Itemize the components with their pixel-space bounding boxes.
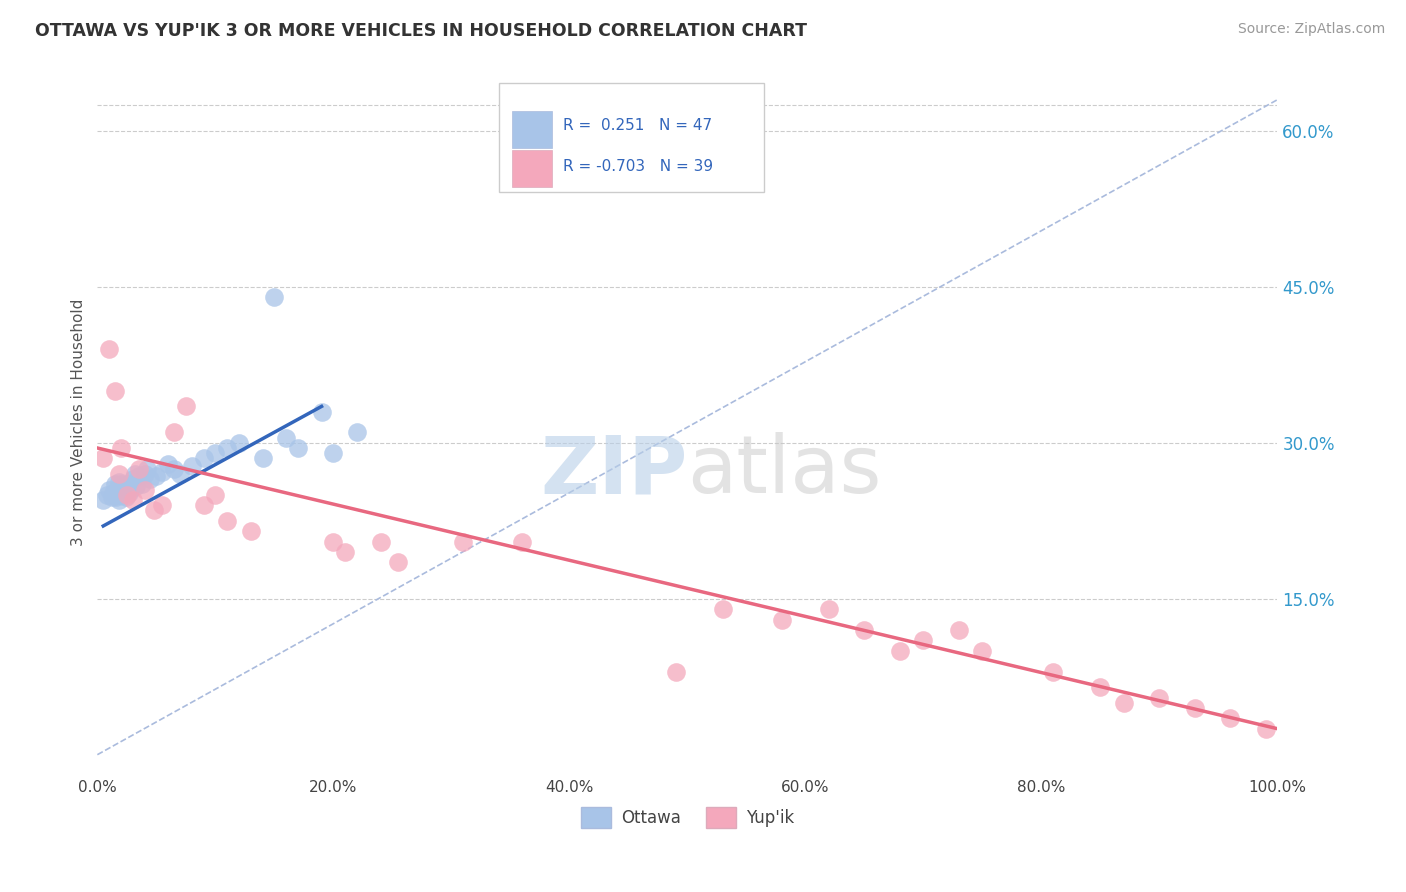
Text: atlas: atlas [688, 433, 882, 510]
Point [322, 534, 344, 549]
Point [157, 457, 180, 471]
Point [889, 644, 911, 658]
Point [139, 472, 162, 486]
Point [110, 483, 132, 497]
Text: OTTAWA VS YUP'IK 3 OR MORE VEHICLES IN HOUSEHOLD CORRELATION CHART: OTTAWA VS YUP'IK 3 OR MORE VEHICLES IN H… [35, 22, 807, 40]
Point [228, 435, 250, 450]
Point [1219, 711, 1241, 725]
Point [107, 475, 129, 490]
Point [108, 488, 131, 502]
Point [110, 477, 132, 491]
Point [1254, 722, 1277, 736]
Point [112, 485, 135, 500]
Point [124, 467, 146, 481]
Point [110, 441, 132, 455]
Point [346, 425, 368, 440]
Point [311, 404, 333, 418]
Point [115, 488, 138, 502]
Point [370, 534, 392, 549]
Point [163, 425, 186, 440]
Point [128, 469, 150, 483]
Point [163, 462, 186, 476]
Point [333, 545, 356, 559]
Point [107, 493, 129, 508]
Point [150, 465, 173, 479]
Point [853, 623, 876, 637]
Point [948, 623, 970, 637]
Text: ZIP: ZIP [540, 433, 688, 510]
Point [104, 488, 127, 502]
Text: R = -0.703   N = 39: R = -0.703 N = 39 [564, 159, 714, 174]
Point [125, 479, 148, 493]
Point [1112, 696, 1135, 710]
Point [145, 469, 167, 483]
Point [96, 488, 118, 502]
Point [276, 431, 298, 445]
Point [239, 524, 262, 538]
Text: R =  0.251   N = 47: R = 0.251 N = 47 [564, 118, 713, 133]
Point [98, 483, 121, 497]
Point [217, 441, 239, 455]
Point [204, 488, 226, 502]
Point [217, 514, 239, 528]
Point [120, 483, 142, 497]
Point [1090, 680, 1112, 694]
Point [1042, 665, 1064, 679]
Point [121, 493, 143, 508]
Point [204, 446, 226, 460]
Point [131, 477, 153, 491]
Point [100, 490, 122, 504]
Point [91, 451, 114, 466]
Point [134, 467, 156, 481]
FancyBboxPatch shape [512, 111, 551, 148]
Point [115, 483, 138, 497]
Point [114, 479, 136, 493]
Point [121, 472, 143, 486]
Point [104, 384, 127, 398]
Point [128, 462, 150, 476]
Point [150, 498, 173, 512]
FancyBboxPatch shape [499, 83, 763, 193]
Point [287, 441, 309, 455]
Point [912, 633, 935, 648]
Point [322, 446, 344, 460]
Point [101, 485, 124, 500]
Point [451, 534, 474, 549]
Point [972, 644, 994, 658]
Point [263, 290, 285, 304]
Point [91, 493, 114, 508]
Point [1149, 690, 1171, 705]
Point [114, 490, 136, 504]
Point [169, 467, 191, 481]
Point [180, 458, 202, 473]
Point [193, 451, 215, 466]
Point [664, 665, 686, 679]
Point [770, 613, 793, 627]
Point [105, 490, 128, 504]
Point [1184, 701, 1206, 715]
Point [104, 477, 127, 491]
Point [117, 477, 139, 491]
Point [135, 462, 157, 476]
Legend: Ottawa, Yup'ik: Ottawa, Yup'ik [574, 801, 800, 834]
Text: Source: ZipAtlas.com: Source: ZipAtlas.com [1237, 22, 1385, 37]
Point [111, 488, 134, 502]
Point [711, 602, 734, 616]
Point [510, 534, 533, 549]
Point [107, 467, 129, 481]
Point [107, 483, 129, 497]
Y-axis label: 3 or more Vehicles in Household: 3 or more Vehicles in Household [72, 298, 86, 546]
Point [118, 485, 141, 500]
Point [193, 498, 215, 512]
Point [174, 400, 197, 414]
Point [252, 451, 274, 466]
Point [818, 602, 841, 616]
Point [387, 555, 409, 569]
Point [134, 483, 156, 497]
FancyBboxPatch shape [512, 150, 551, 186]
Point [98, 343, 121, 357]
Point [143, 503, 166, 517]
